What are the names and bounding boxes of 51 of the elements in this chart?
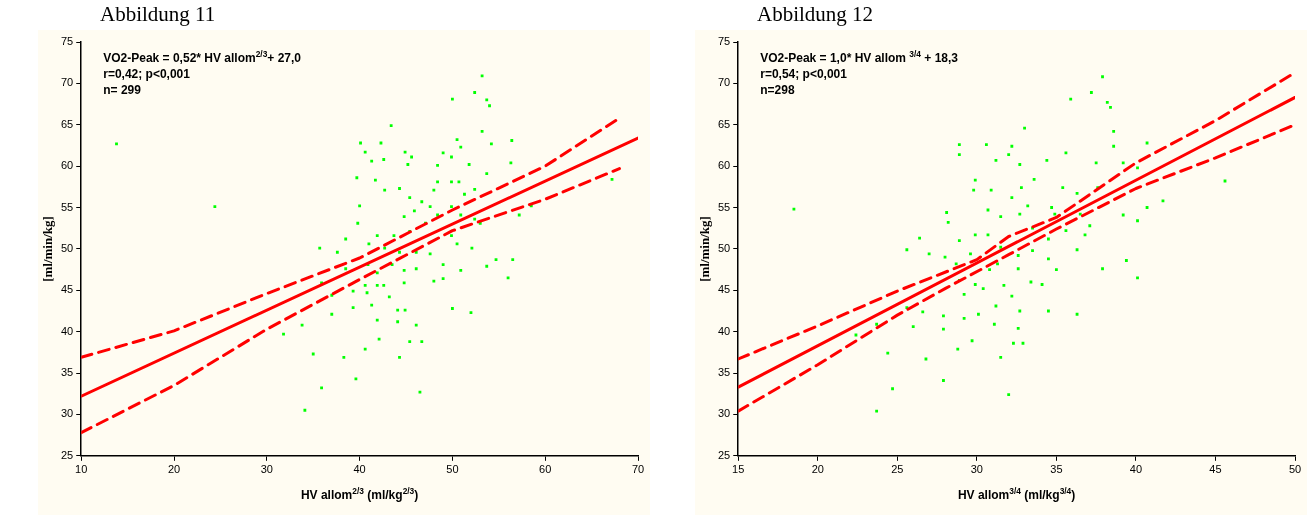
x-tick-label: 45 bbox=[1209, 463, 1222, 476]
y-tick-label: 75 bbox=[60, 35, 74, 48]
y-tick-label: 30 bbox=[717, 407, 731, 420]
y-tick-label: 70 bbox=[717, 76, 731, 89]
y-tick-label: 50 bbox=[60, 241, 74, 254]
annotation: VO2-Peak = 0,52* HV allom$^{2/3}$+ 27,0 bbox=[103, 49, 302, 65]
x-tick-label: 30 bbox=[260, 463, 273, 476]
y-tick-label: 40 bbox=[717, 324, 731, 337]
y-tick-label: 70 bbox=[60, 76, 74, 89]
x-tick-label: 60 bbox=[539, 463, 552, 476]
x-axis-title: HV allom$^{3/4}$ (ml/kg$^{3/4}$) bbox=[957, 485, 1076, 502]
x-tick-label: 30 bbox=[970, 463, 983, 476]
annotation: n= 299 bbox=[103, 83, 141, 97]
y-tick-label: 35 bbox=[60, 366, 74, 379]
y-tick-label: 40 bbox=[60, 324, 74, 337]
annotation: n=298 bbox=[760, 83, 795, 97]
y-tick-label: 55 bbox=[60, 200, 74, 213]
x-tick-label: 40 bbox=[1129, 463, 1143, 476]
y-tick-label: 30 bbox=[60, 407, 74, 420]
y-tick-label: 25 bbox=[717, 448, 731, 461]
line-series bbox=[81, 167, 621, 435]
annotation: r=0,42; p<0,001 bbox=[103, 67, 190, 81]
y-tick-label: 45 bbox=[60, 283, 74, 296]
x-tick-label: 20 bbox=[167, 463, 181, 476]
y-tick-label: 55 bbox=[717, 200, 731, 213]
y-tick-label: 60 bbox=[717, 159, 731, 172]
x-tick-label: 10 bbox=[75, 463, 88, 476]
y-tick-label: 65 bbox=[60, 117, 74, 130]
chart-title: Abbildung 11 bbox=[100, 2, 216, 27]
x-tick-label: 20 bbox=[811, 463, 824, 476]
y-tick-label: 50 bbox=[717, 241, 731, 254]
y-axis-title: [ml/min/kg] bbox=[697, 216, 713, 282]
annotation: VO2-Peak = 1,0* HV allom $^{3/4}$ + 18,3 bbox=[760, 49, 958, 65]
chart-title: Abbildung 12 bbox=[757, 2, 874, 27]
x-tick-label: 35 bbox=[1050, 463, 1063, 476]
x-tick-label: 50 bbox=[1288, 463, 1302, 476]
x-tick-label: 15 bbox=[732, 463, 745, 476]
y-tick-label: 45 bbox=[717, 283, 731, 296]
y-axis-title: [ml/min/kg] bbox=[40, 216, 56, 282]
line-series bbox=[738, 123, 1295, 413]
annotation: r=0,54; p<0,001 bbox=[760, 67, 847, 81]
x-tick-label: 50 bbox=[446, 463, 459, 476]
y-tick-label: 65 bbox=[717, 117, 731, 130]
y-tick-label: 35 bbox=[717, 366, 731, 379]
x-axis-title: HV allom$^{2/3}$ (ml/kg$^{2/3}$) bbox=[300, 485, 419, 502]
y-tick-label: 75 bbox=[717, 35, 731, 48]
x-tick-label: 70 bbox=[631, 463, 645, 476]
y-tick-label: 60 bbox=[60, 159, 74, 172]
x-tick-label: 25 bbox=[891, 463, 904, 476]
y-tick-label: 25 bbox=[60, 448, 74, 461]
x-tick-label: 40 bbox=[353, 463, 366, 476]
